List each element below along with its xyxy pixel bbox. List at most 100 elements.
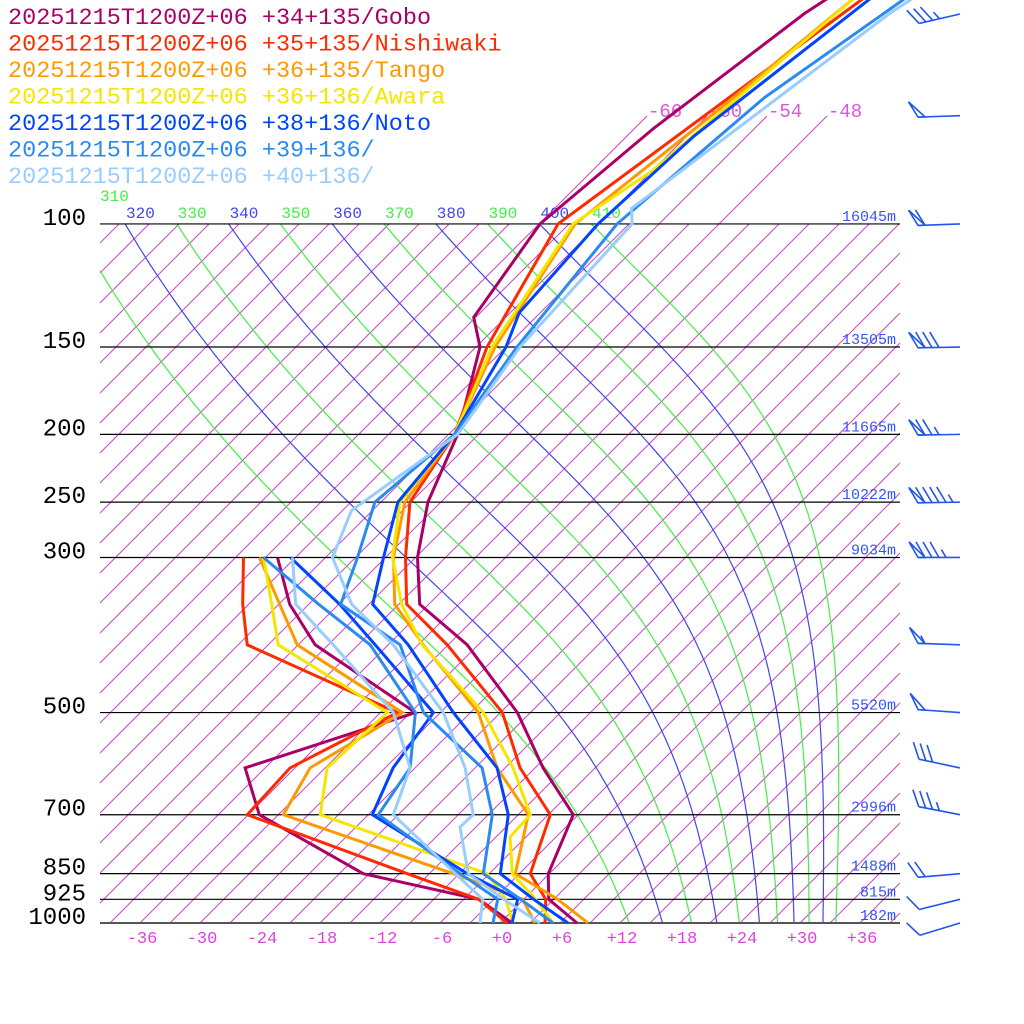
isotherm-line <box>99 223 360 484</box>
wind-full-barb <box>915 486 926 504</box>
wind-half-barb <box>920 635 926 644</box>
adiabat-label: 380 <box>437 205 466 223</box>
wind-barbs <box>906 6 961 937</box>
isotherm-line <box>99 223 570 694</box>
pressure-label: 850 <box>43 856 86 883</box>
wind-full-barb <box>936 486 947 503</box>
isotherm-line <box>229 252 901 924</box>
isotherms: -66 -60 -54 -48 <box>99 101 901 924</box>
temperature-tick-label: +0 <box>492 930 512 949</box>
pressure-label: 700 <box>43 797 86 824</box>
legend: 20251215T1200Z+06 +34+135/Gobo20251215T1… <box>8 5 502 191</box>
adiabat-label: 390 <box>489 205 518 223</box>
temperature-tick-label: -12 <box>367 930 398 949</box>
temperature-tick-label: -24 <box>247 930 278 949</box>
isotherm-line <box>99 223 150 274</box>
wind-half-barb <box>947 494 954 503</box>
wind-barb-staff <box>919 898 961 911</box>
isotherm-line <box>99 223 720 844</box>
wind-pennant <box>908 626 927 645</box>
temperature-profile-awara <box>390 0 855 924</box>
wind-barb <box>912 741 961 769</box>
adiabat-label: 320 <box>126 205 155 223</box>
adiabat-label: 340 <box>230 205 259 223</box>
isotherm-line <box>99 223 390 514</box>
dewpoint-profile-noto <box>289 556 520 924</box>
wind-full-barb <box>915 331 926 349</box>
wind-pennant <box>908 419 927 436</box>
pressure-label: 1000 <box>28 905 86 932</box>
wind-full-barb <box>926 744 934 763</box>
isotherm-line <box>469 492 901 924</box>
wind-full-barb <box>907 862 919 878</box>
height-label: 13505m <box>842 332 896 349</box>
wind-half-barb <box>935 801 941 811</box>
wind-pennant <box>908 486 927 504</box>
wind-full-barb <box>922 486 933 504</box>
isotherm-line <box>409 432 901 924</box>
adiabat-line <box>538 224 825 923</box>
temperature-tick-label: -6 <box>432 930 452 949</box>
temperature-tick-label: +36 <box>847 930 878 949</box>
wind-full-barb <box>906 895 920 911</box>
isotherm-line <box>559 582 901 924</box>
wind-barb <box>906 922 961 937</box>
isotherm-line <box>679 702 901 924</box>
pressure-label: 100 <box>43 206 86 233</box>
wind-full-barb <box>906 922 921 936</box>
pressure-label: 300 <box>43 539 86 566</box>
wind-barb <box>907 209 961 227</box>
isotherm-line <box>529 552 901 924</box>
isotherm-line <box>109 223 810 924</box>
wind-barb <box>907 861 961 879</box>
isotherm-line <box>379 402 901 924</box>
wind-barb <box>912 789 961 816</box>
isotherm-line <box>99 223 660 784</box>
adiabat-label: 330 <box>178 205 207 223</box>
height-label: 1488m <box>851 859 896 876</box>
temperature-tick-label: +24 <box>727 930 758 949</box>
isotherm-line <box>169 223 870 924</box>
wind-full-barb <box>925 792 934 810</box>
isotherm-line-upper <box>538 115 648 225</box>
isotherm-line <box>829 852 901 924</box>
isotherm-line <box>99 223 210 334</box>
isotherm-line <box>99 223 450 574</box>
wind-pennant <box>908 541 927 559</box>
legend-item: 20251215T1200Z+06 +36+135/Tango <box>8 58 445 85</box>
legend-item: 20251215T1200Z+06 +40+136/ <box>8 164 375 191</box>
wind-full-barb <box>914 861 926 878</box>
wind-half-barb <box>932 11 941 20</box>
isotherm-line <box>739 762 901 924</box>
wind-full-barb <box>929 486 940 503</box>
isotherm-line <box>99 223 300 424</box>
height-label: 9034m <box>851 542 896 559</box>
wind-full-barb <box>922 419 933 436</box>
profiles <box>241 0 913 925</box>
legend-item: 20251215T1200Z+06 +35+135/Nishiwaki <box>8 32 502 59</box>
wind-barb <box>907 101 961 118</box>
legend-item: 20251215T1200Z+06 +39+136/ <box>8 138 375 165</box>
wind-full-barb <box>919 790 927 809</box>
height-label: 5520m <box>851 698 896 715</box>
wind-full-barb <box>922 541 933 558</box>
isotherm-line <box>439 462 901 924</box>
wind-pennant <box>907 209 928 227</box>
temperature-ticks: -36 -30 -24 -18 -12 -6 +0 +6 +12 +18 +24 +30 +36 <box>127 930 878 949</box>
legend-item: 20251215T1200Z+06 +38+136/Noto <box>8 111 431 138</box>
wind-full-barb <box>912 741 920 760</box>
wind-full-barb <box>919 6 934 21</box>
wind-pennant <box>908 331 927 349</box>
wind-full-barb <box>919 743 927 761</box>
wind-full-barb <box>922 331 933 348</box>
isotherm-label: -54 <box>768 101 802 123</box>
temperature-profile-40136 <box>330 0 913 925</box>
wind-barb <box>908 626 961 646</box>
wind-barb <box>906 895 961 911</box>
isotherm-line <box>499 522 901 924</box>
height-label: 2996m <box>851 800 896 817</box>
isotherm-line <box>99 223 480 604</box>
height-label: 16045m <box>842 209 896 226</box>
